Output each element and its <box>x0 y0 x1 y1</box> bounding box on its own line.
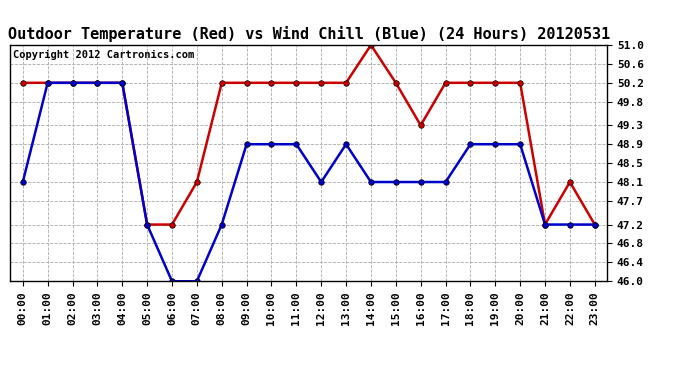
Text: Copyright 2012 Cartronics.com: Copyright 2012 Cartronics.com <box>13 50 195 60</box>
Title: Outdoor Temperature (Red) vs Wind Chill (Blue) (24 Hours) 20120531: Outdoor Temperature (Red) vs Wind Chill … <box>8 27 610 42</box>
